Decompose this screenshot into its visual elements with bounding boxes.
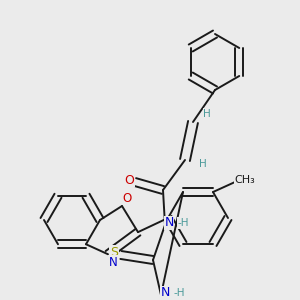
Text: O: O: [124, 173, 134, 187]
Text: CH₃: CH₃: [235, 175, 255, 185]
Text: O: O: [122, 191, 132, 205]
Text: N: N: [164, 217, 174, 230]
Text: -H: -H: [177, 218, 189, 228]
Text: N: N: [109, 256, 117, 269]
Text: S: S: [110, 245, 118, 259]
Text: H: H: [199, 159, 207, 169]
Text: -H: -H: [173, 288, 185, 298]
Text: N: N: [160, 286, 170, 299]
Text: H: H: [203, 109, 211, 119]
